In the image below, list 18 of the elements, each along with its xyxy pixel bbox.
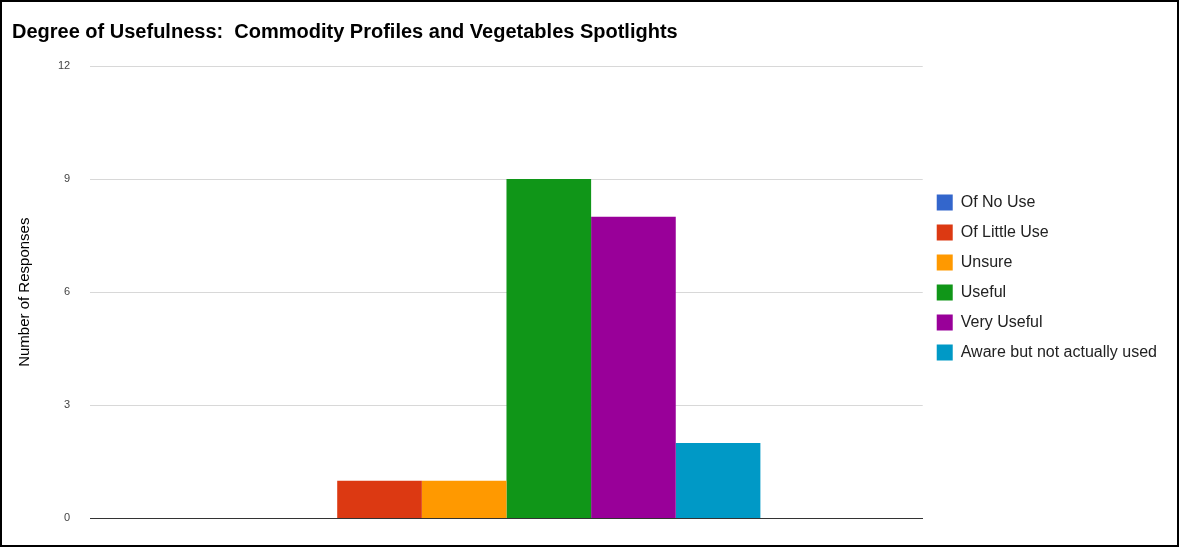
- legend-label: Unsure: [960, 252, 1013, 270]
- y-tick-label: 12: [57, 59, 71, 72]
- legend-label: Aware but not actually used: [960, 342, 1158, 360]
- bar: [421, 480, 507, 518]
- bar: [506, 179, 592, 518]
- y-tick-label: 6: [64, 285, 71, 298]
- bar: [337, 480, 422, 518]
- legend-label: Useful: [960, 282, 1007, 300]
- bar: [675, 443, 761, 518]
- y-axis-title: Number of Responses: [15, 217, 33, 367]
- chart-title: Degree of Usefulness: Commodity Profiles and Vegetables Spotlights: [12, 19, 678, 42]
- legend-label: Of Little Use: [960, 222, 1049, 240]
- y-tick-label: 9: [64, 172, 71, 185]
- legend-label: Very Useful: [960, 312, 1043, 330]
- y-tick-label: 0: [64, 511, 71, 524]
- legend-label: Of No Use: [960, 192, 1036, 210]
- bar: [591, 216, 676, 518]
- y-tick-label: 3: [64, 398, 71, 411]
